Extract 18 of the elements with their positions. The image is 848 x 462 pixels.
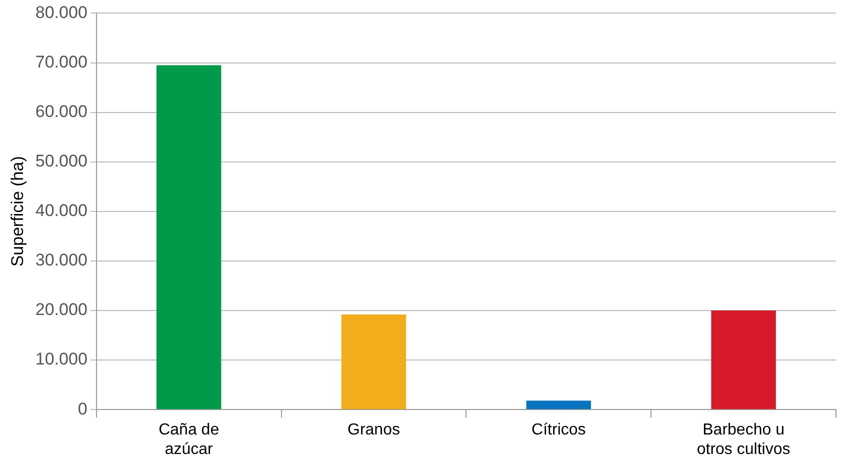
y-tick-label: 80.000 xyxy=(35,2,88,22)
x-tick-label: Barbecho u otros cultivos xyxy=(696,422,790,458)
bar xyxy=(341,314,406,410)
y-tick-label: 0 xyxy=(78,399,88,418)
x-tick-label: Cítricos xyxy=(532,422,586,439)
y-tick-label: 20.000 xyxy=(35,300,88,320)
bar xyxy=(711,310,776,410)
y-tick-label: 30.000 xyxy=(35,250,88,270)
y-axis-title: Superficie (ha) xyxy=(8,156,27,267)
y-tick-label: 70.000 xyxy=(35,52,88,72)
y-tick-label: 10.000 xyxy=(35,350,88,369)
bar xyxy=(526,400,592,410)
bar xyxy=(156,65,222,410)
x-tick-label: Caña de azúcar xyxy=(158,422,220,458)
x-tick-label: Granos xyxy=(348,422,400,439)
y-tick-label: 60.000 xyxy=(35,102,88,121)
y-tick-label: 50.000 xyxy=(35,152,88,171)
y-tick-label: 40.000 xyxy=(35,201,88,220)
